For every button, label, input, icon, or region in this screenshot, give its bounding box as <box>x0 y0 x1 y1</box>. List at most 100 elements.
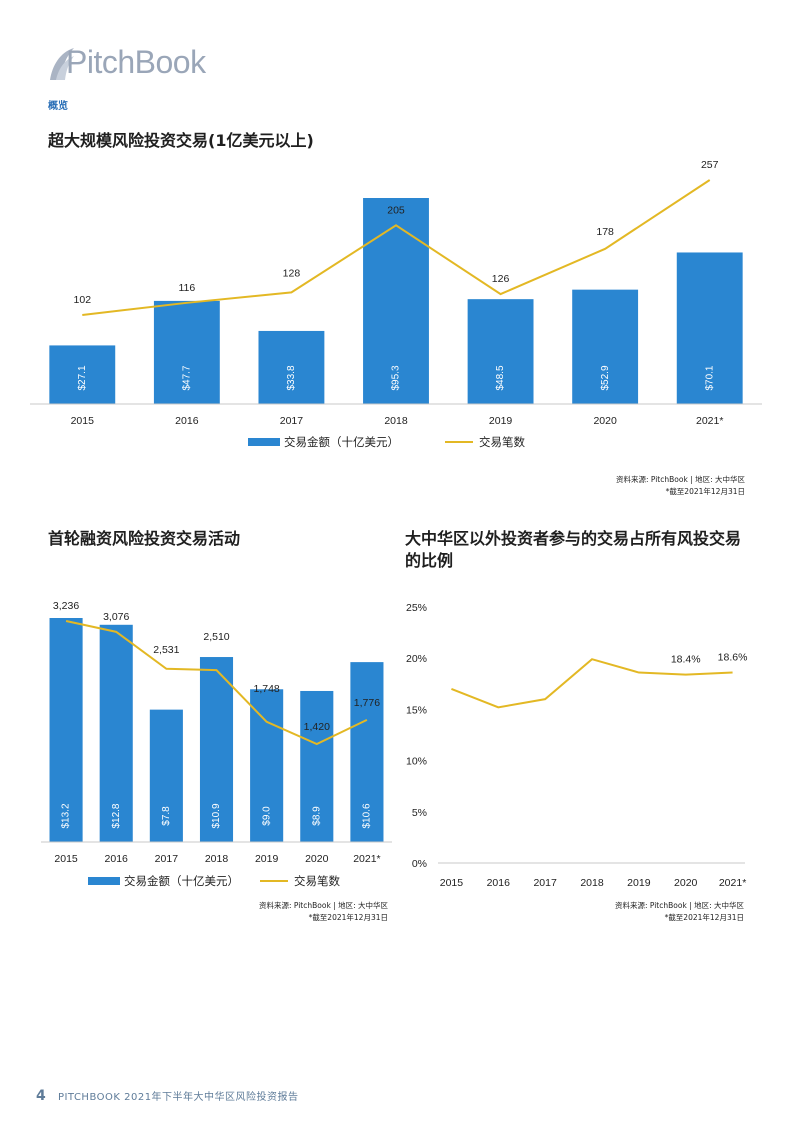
chart3-y-tick-label: 10% <box>406 756 427 768</box>
page-number: 4 <box>36 1088 47 1104</box>
chart1-x-tick-label: 2017 <box>280 415 304 427</box>
chart2-title: 首轮融资风险投资交易活动 <box>48 529 241 548</box>
page-footer: 4 PITCHBOOK 2021年下半年大中华区风险投资报告 <box>36 1088 299 1104</box>
chart1-x-tick-label: 2019 <box>489 415 513 427</box>
chart2-legend-bar-label: 交易金额（十亿美元） <box>124 874 239 888</box>
chart1-bar <box>676 252 743 404</box>
chart2-source-text: 资料来源: PitchBook | 地区: 大中华区 <box>258 901 388 910</box>
chart1-source-text: 资料来源: PitchBook | 地区: 大中华区 <box>615 475 745 484</box>
chart2-line-value-label: 3,076 <box>103 611 129 623</box>
chart2-bar-value-label: $13.2 <box>61 803 72 828</box>
chart2-bar <box>99 624 133 842</box>
chart1-bar-value-label: $70.1 <box>704 365 715 390</box>
chart3-point-value-label: 18.4% <box>671 654 701 666</box>
chart2-legend-bar-swatch <box>88 877 120 885</box>
chart3-x-tick-label: 2021* <box>719 877 746 889</box>
chart3-share-line <box>451 658 733 709</box>
chart3-y-tick-label: 0% <box>412 858 427 870</box>
chart1-x-tick-label: 2016 <box>175 415 199 427</box>
chart3-title-line1: 大中华区以外投资者参与的交易占所有风投交易 <box>405 529 742 548</box>
chart1-x-tick-label: 2015 <box>71 415 95 427</box>
chart1-svg: $27.1 2015 $47.7 2016 $33.8 2017 $95.3 2018 $48.… <box>30 159 762 449</box>
chart1-line-value-label: 126 <box>492 273 510 285</box>
chart1-line-value-label: 257 <box>701 159 719 171</box>
chart2-line-value-label: 1,776 <box>354 697 380 709</box>
chart1-x-tick-label: 2018 <box>384 415 408 427</box>
chart3-svg: 0% 5% 10% 15% 20% 25% 2015 2016 2017 2018 2019 2020… <box>406 602 748 889</box>
chart1-bar-value-label: $52.9 <box>600 365 611 390</box>
chart2-x-tick-label: 2017 <box>155 853 179 865</box>
chart2-bar <box>300 690 334 842</box>
chart2-bar-value-label: $12.8 <box>111 803 122 828</box>
chart3-x-tick-label: 2015 <box>440 877 464 889</box>
chart2-x-tick-label: 2015 <box>54 853 78 865</box>
chart2-x-tick-label: 2018 <box>205 853 229 865</box>
chart2-bar-value-label: $9.0 <box>261 806 272 826</box>
chart1-legend-bar-swatch <box>248 438 280 446</box>
chart2-bar-value-label: $10.9 <box>211 803 222 828</box>
chart1-bar <box>572 289 639 404</box>
chart2-x-tick-label: 2021* <box>353 853 380 865</box>
pitchbook-logo-icon <box>50 48 74 80</box>
chart3-note: *截至2021年12月31日 <box>664 913 744 922</box>
chart1-x-tick-label: 2021* <box>696 415 723 427</box>
chart1-line-value-label: 178 <box>596 226 614 238</box>
chart3-y-tick-label: 25% <box>406 602 427 614</box>
section-tag: 概览 <box>48 101 68 112</box>
chart1-line-value-label: 128 <box>283 267 301 279</box>
chart3-y-tick-label: 5% <box>412 807 427 819</box>
chart2-bar <box>199 657 234 842</box>
chart2-line-value-label: 2,531 <box>153 644 179 656</box>
chart2-bar <box>149 709 183 842</box>
brand-name: PitchBook <box>66 44 206 80</box>
chart3-y-tick-label: 20% <box>406 653 427 665</box>
chart1-line-value-label: 205 <box>387 204 405 216</box>
chart1-bar-value-label: $33.8 <box>286 365 297 390</box>
chart1-bar <box>49 345 116 404</box>
chart3-title: 大中华区以外投资者参与的交易占所有风投交易 的比例 <box>405 528 755 572</box>
chart3-x-tick-label: 2016 <box>487 877 511 889</box>
chart2-line-value-label: 3,236 <box>53 600 79 612</box>
chart2-svg: $13.2 2015 $12.8 2016 $7.8 2017 $10.9 2018 $9.0 2… <box>41 600 392 888</box>
chart2-bar-value-label: $10.6 <box>362 803 373 828</box>
chart1-note: *截至2021年12月31日 <box>665 487 745 496</box>
chart2-line-value-label: 2,510 <box>203 631 229 643</box>
chart2-source: 资料来源: PitchBook | 地区: 大中华区 *截至2021年12月31… <box>200 900 388 924</box>
footer-text: PITCHBOOK 2021年下半年大中华区风险投资报告 <box>57 1092 299 1103</box>
chart2-x-tick-label: 2020 <box>305 853 329 865</box>
chart3-x-tick-label: 2020 <box>674 877 698 889</box>
chart3-source: 资料来源: PitchBook | 地区: 大中华区 *截至2021年12月31… <box>560 900 744 924</box>
chart1-bar <box>363 198 429 404</box>
chart1-legend-bar-label: 交易金额（十亿美元） <box>284 435 399 449</box>
chart1-bar <box>153 300 220 404</box>
chart3-x-tick-label: 2018 <box>580 877 604 889</box>
chart3-source-text: 资料来源: PitchBook | 地区: 大中华区 <box>614 901 744 910</box>
chart3-title-line2: 的比例 <box>405 551 454 570</box>
chart1-bar <box>467 299 534 404</box>
chart2-note: *截至2021年12月31日 <box>308 913 388 922</box>
chart1-count-line <box>82 179 711 316</box>
chart2-x-tick-label: 2016 <box>105 853 129 865</box>
chart2-bar <box>350 662 384 842</box>
chart1-line-value-label: 116 <box>178 282 195 294</box>
chart3-point-value-label: 18.6% <box>718 652 748 664</box>
chart1-legend-line-label: 交易笔数 <box>479 435 525 449</box>
chart2-bar-value-label: $8.9 <box>311 806 322 826</box>
chart1-bar-value-label: $48.5 <box>495 365 506 390</box>
chart2-line-value-label: 1,748 <box>254 683 280 695</box>
chart1-line-value-label: 102 <box>74 294 92 306</box>
chart3-x-tick-label: 2017 <box>533 877 557 889</box>
chart3-x-tick-label: 2019 <box>627 877 651 889</box>
chart1-source: 资料来源: PitchBook | 地区: 大中华区 *截至2021年12月31… <box>616 474 745 498</box>
chart2-legend-line-label: 交易笔数 <box>294 874 340 888</box>
chart2-bar <box>49 618 83 842</box>
chart1-bar-value-label: $95.3 <box>391 365 402 390</box>
chart2-count-line <box>65 620 368 746</box>
chart2-bar <box>250 689 284 842</box>
chart3-y-tick-label: 15% <box>406 704 427 716</box>
chart1-x-tick-label: 2020 <box>593 415 617 427</box>
chart2-line-value-label: 1,420 <box>304 721 330 733</box>
chart1-bar-value-label: $47.7 <box>181 365 192 390</box>
chart2-bar-value-label: $7.8 <box>161 806 172 826</box>
chart1-bar-value-label: $27.1 <box>77 365 88 390</box>
